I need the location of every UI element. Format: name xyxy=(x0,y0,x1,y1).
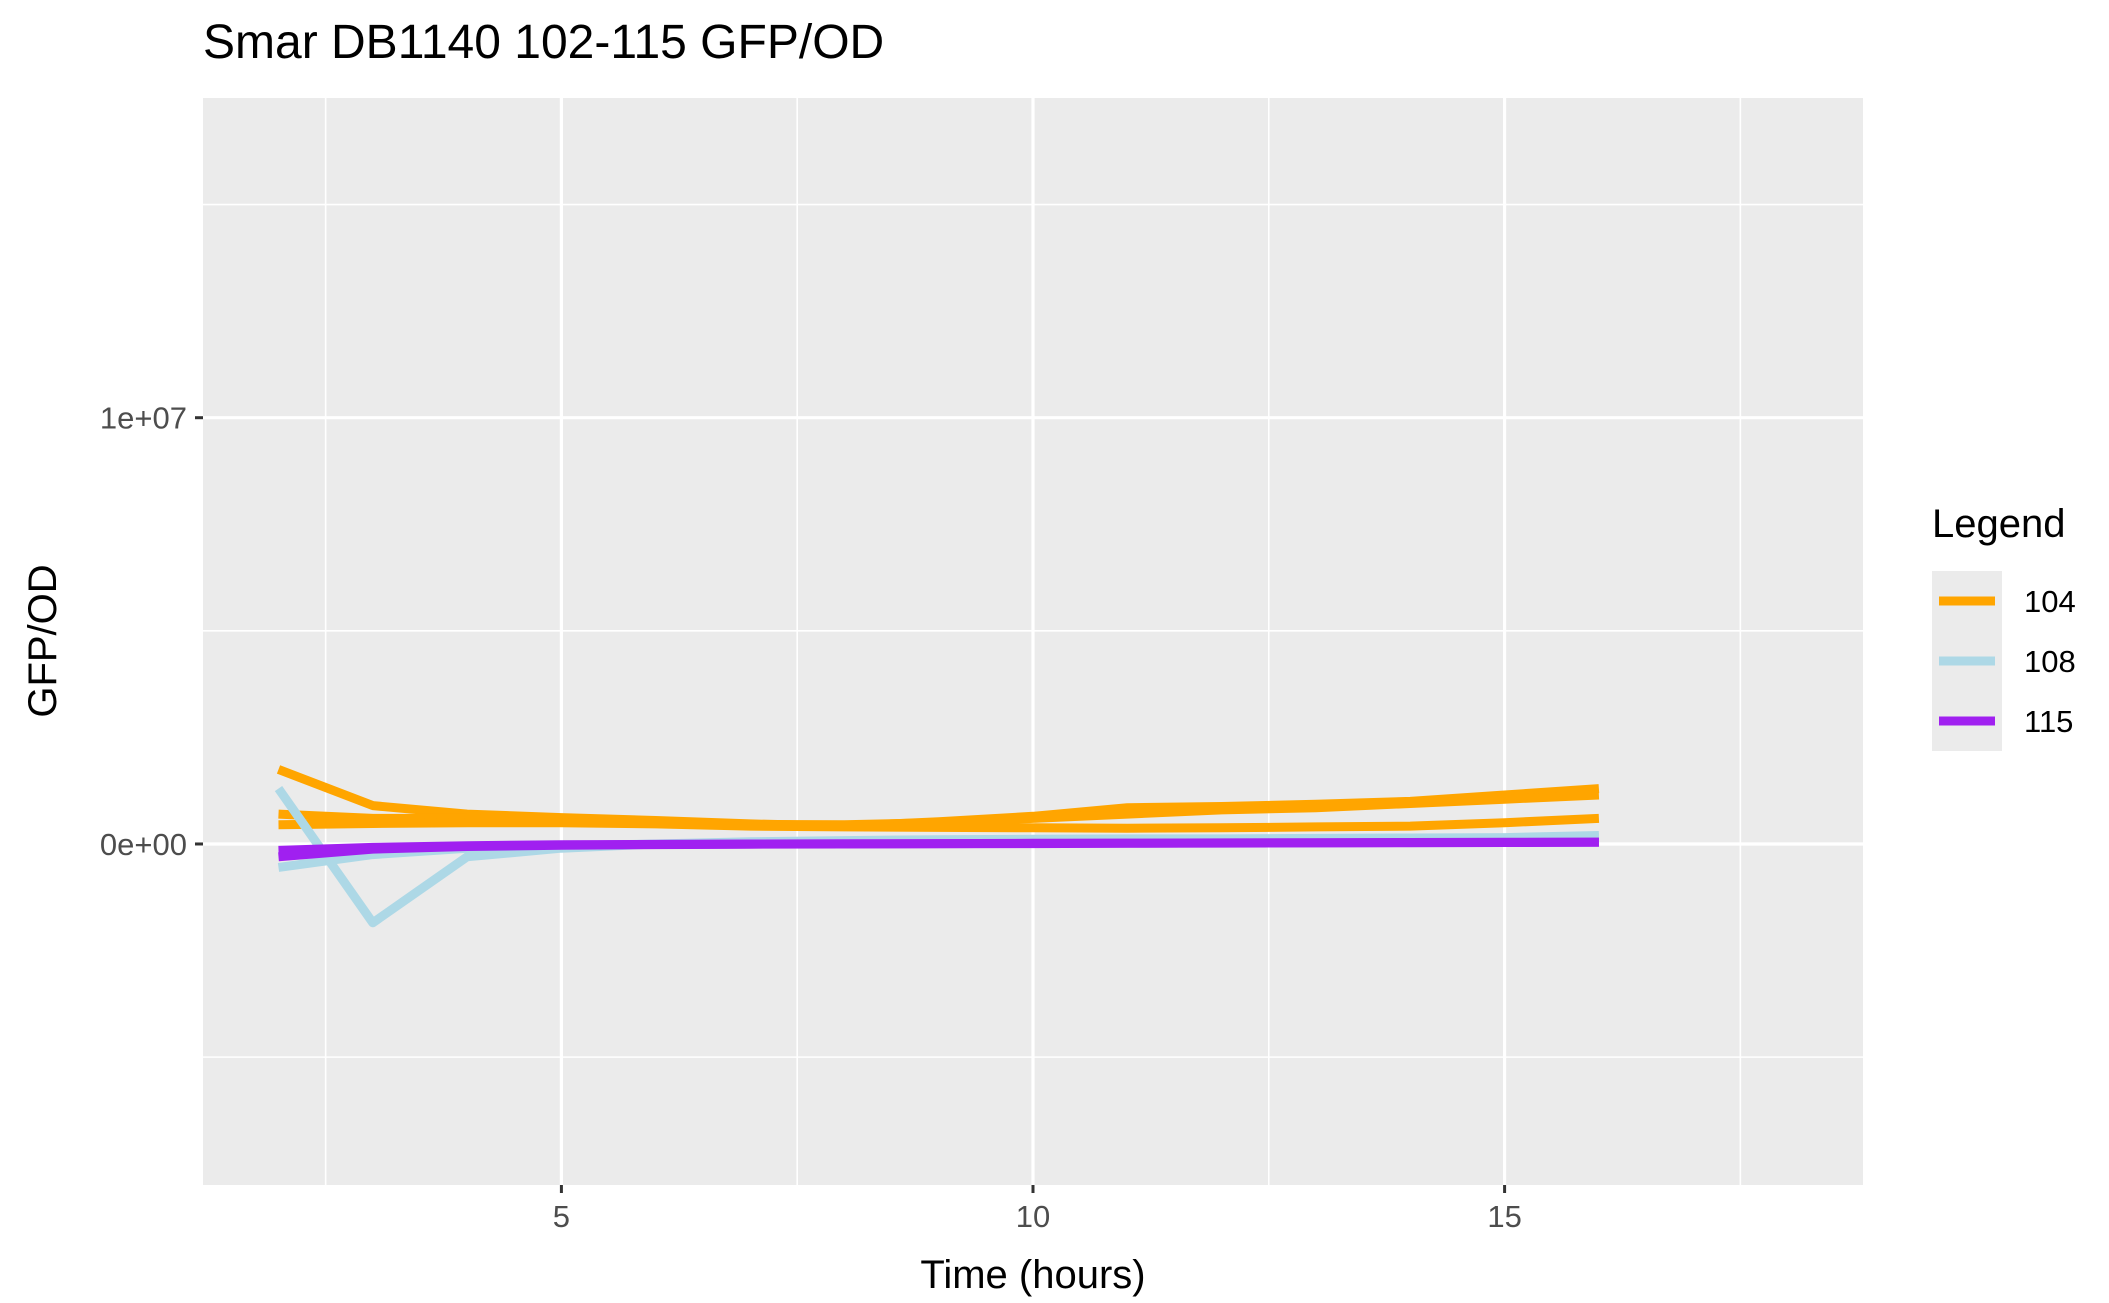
legend-entries: 104 108 115 xyxy=(1932,571,2076,751)
legend-label-108: 108 xyxy=(2024,644,2076,679)
y-tick-label: 0e+00 xyxy=(100,827,187,862)
x-tick-label: 15 xyxy=(1487,1199,1521,1234)
x-tick-label: 5 xyxy=(553,1199,570,1234)
x-axis-title: Time (hours) xyxy=(920,1253,1145,1297)
series-line-115 xyxy=(278,837,1599,862)
legend-label-104: 104 xyxy=(2024,584,2076,619)
y-tick-label: 1e+07 xyxy=(100,401,187,436)
legend: Legend 104 108 115 xyxy=(1932,502,2076,751)
chart-title: Smar DB1140 102-115 GFP/OD xyxy=(203,16,884,69)
x-axis: 5 10 15 xyxy=(553,1185,1522,1234)
y-axis: 0e+00 1e+07 xyxy=(100,401,203,862)
series-lines xyxy=(274,765,1600,928)
legend-label-115: 115 xyxy=(2024,704,2073,739)
y-axis-title: GFP/OD xyxy=(21,564,65,717)
series-line-104 xyxy=(278,813,1600,833)
legend-title: Legend xyxy=(1932,502,2065,546)
x-tick-label: 10 xyxy=(1016,1199,1050,1234)
